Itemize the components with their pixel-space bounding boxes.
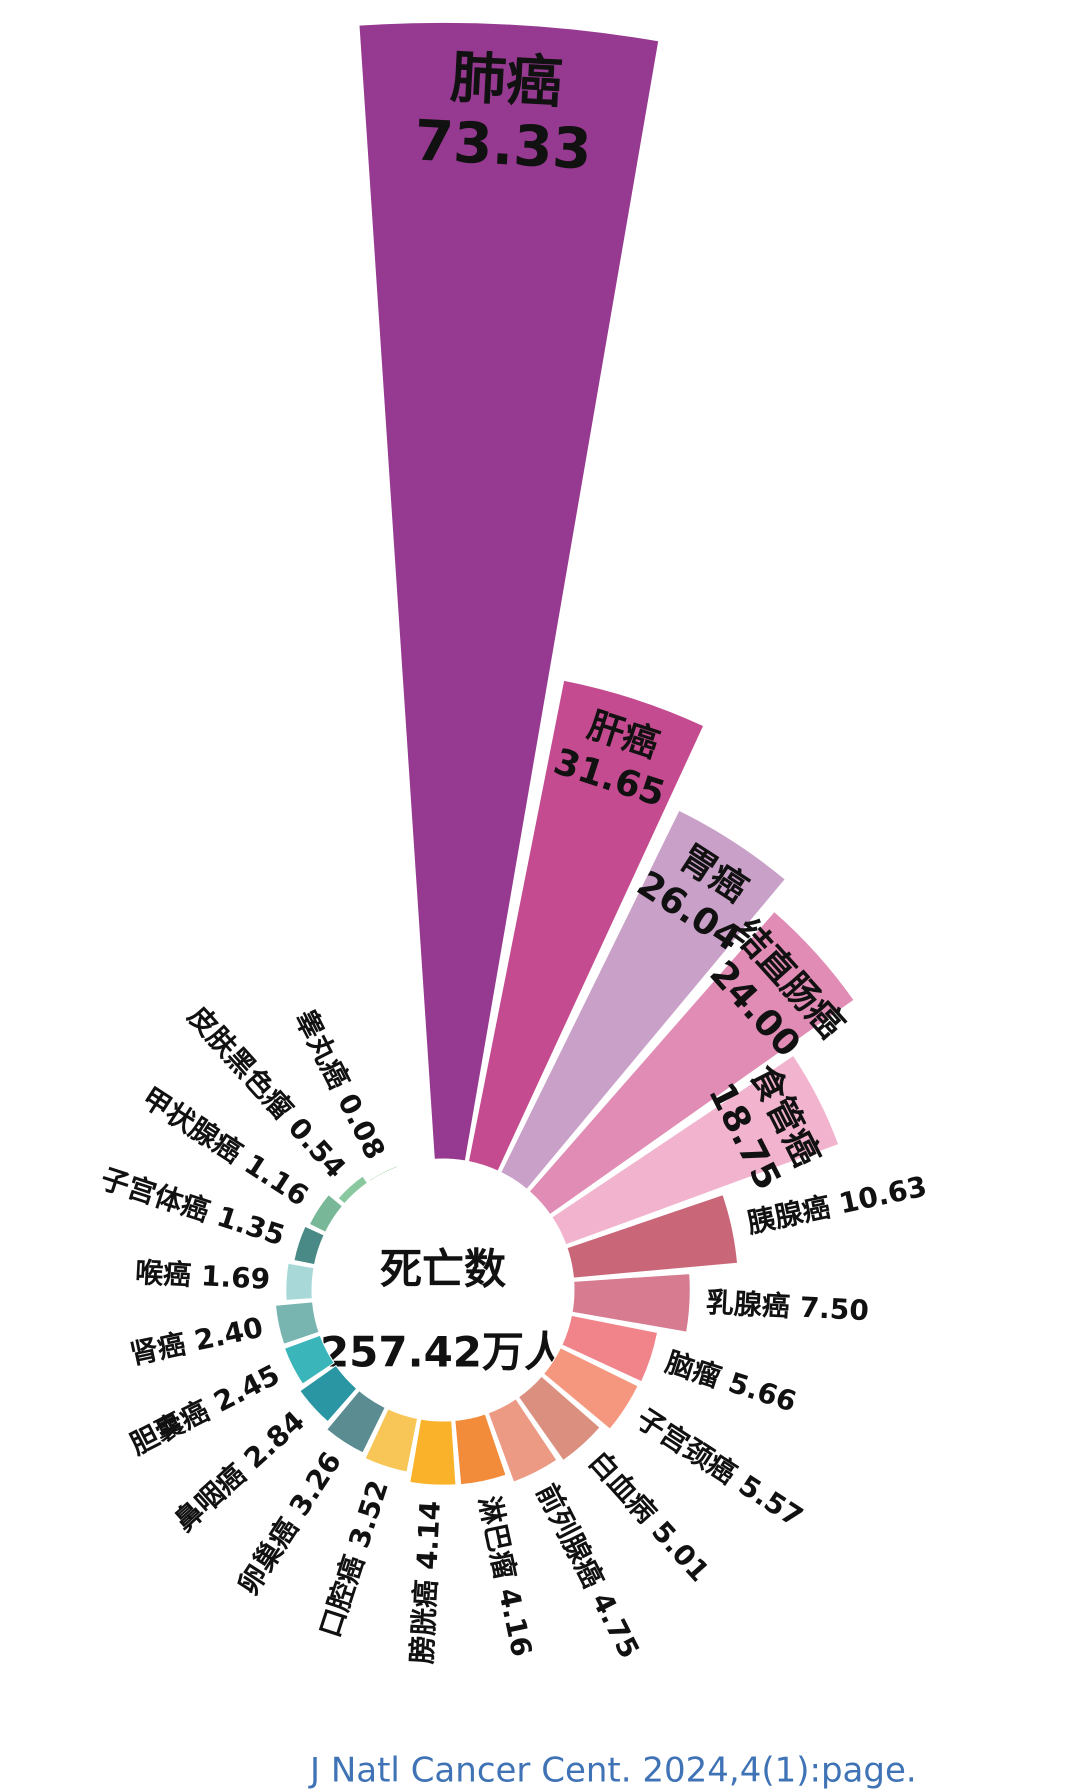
value-label: 3.26 xyxy=(283,1446,348,1522)
bar-label: 子宫颈癌5.57 xyxy=(631,1402,809,1534)
category-label: 淋巴瘤 xyxy=(472,1493,522,1582)
value-label: 10.63 xyxy=(836,1170,930,1221)
category-label: 脑瘤 xyxy=(662,1345,725,1394)
value-label: 5.01 xyxy=(645,1515,716,1588)
bar-label: 乳腺癌 7.50 xyxy=(705,1286,870,1327)
bar-label: 肾癌 2.40 xyxy=(127,1311,266,1371)
category-label: 皮肤黑色瘤 xyxy=(181,1000,299,1126)
category-label: 前列腺癌 xyxy=(530,1478,610,1593)
source: J Natl Cancer Cent. 2024,4(1):page. xyxy=(308,1751,917,1791)
category-label: 膀胱癌 xyxy=(405,1579,442,1666)
category-label: 白血病 xyxy=(582,1445,663,1530)
category-label: 子宫颈癌 xyxy=(631,1402,743,1491)
value-label: 73.33 xyxy=(413,109,593,183)
category-label: 睾丸癌 xyxy=(288,1004,356,1094)
bar xyxy=(566,1194,739,1279)
category-label: 口腔癌 xyxy=(313,1551,370,1641)
center-total: 257.42万人 xyxy=(320,1328,566,1377)
value-label: 4.14 xyxy=(410,1500,447,1571)
category-label: 胰腺癌 xyxy=(744,1190,833,1240)
value-label: 5.66 xyxy=(724,1366,800,1419)
value-label: 7.50 xyxy=(799,1291,870,1328)
bar xyxy=(487,1398,558,1483)
bar xyxy=(283,1334,335,1385)
bar-label: 喉癌 1.69 xyxy=(134,1256,271,1296)
value-label: 2.40 xyxy=(191,1311,265,1358)
value-label: 3.52 xyxy=(342,1476,395,1552)
bar xyxy=(571,1273,691,1333)
bar-label: 脑瘤5.66 xyxy=(662,1345,801,1418)
bar xyxy=(364,1408,419,1473)
bar xyxy=(467,679,705,1172)
bar xyxy=(409,1418,457,1486)
center-title: 死亡数 xyxy=(380,1245,506,1294)
bar-label: 口腔癌3.52 xyxy=(313,1476,395,1641)
bar xyxy=(293,1225,325,1266)
value-label: 4.16 xyxy=(492,1585,539,1659)
bar xyxy=(542,1347,639,1430)
bar xyxy=(308,1193,344,1233)
bar xyxy=(285,1262,315,1301)
category-label: 肺癌 xyxy=(449,45,564,116)
bar xyxy=(326,1389,386,1454)
category-label: 卵巢癌 xyxy=(231,1512,304,1600)
value-label: 2.45 xyxy=(208,1358,285,1419)
bar xyxy=(358,21,660,1162)
value-label: 4.75 xyxy=(585,1587,646,1664)
category-label: 乳腺癌 xyxy=(705,1286,791,1323)
bar xyxy=(368,1165,399,1182)
value-label: 1.69 xyxy=(200,1259,271,1296)
bar xyxy=(517,1375,601,1462)
category-label: 胆囊癌 xyxy=(125,1394,215,1462)
bar xyxy=(551,1054,840,1246)
bar xyxy=(299,1364,358,1423)
bar xyxy=(500,809,786,1191)
category-label: 鼻咽癌 xyxy=(168,1457,253,1538)
bar xyxy=(561,1314,659,1383)
value-label: 1.16 xyxy=(239,1147,315,1212)
value-label: 2.84 xyxy=(238,1404,311,1475)
value-label: 1.35 xyxy=(213,1200,289,1253)
bar xyxy=(274,1301,320,1345)
bar xyxy=(454,1413,507,1486)
bar-label: 胆囊癌2.45 xyxy=(125,1358,285,1461)
category-label: 喉癌 xyxy=(134,1256,192,1292)
value-label: 5.57 xyxy=(733,1468,809,1533)
bar xyxy=(528,910,855,1216)
category-label: 肾癌 xyxy=(127,1327,189,1371)
bar-label: 淋巴瘤4.16 xyxy=(472,1493,538,1659)
category-label: 甲状腺癌 xyxy=(136,1081,248,1170)
bar-label: 膀胱癌 4.14 xyxy=(405,1500,447,1666)
category-label: 子宫体癌 xyxy=(97,1162,214,1228)
bar xyxy=(337,1175,369,1205)
